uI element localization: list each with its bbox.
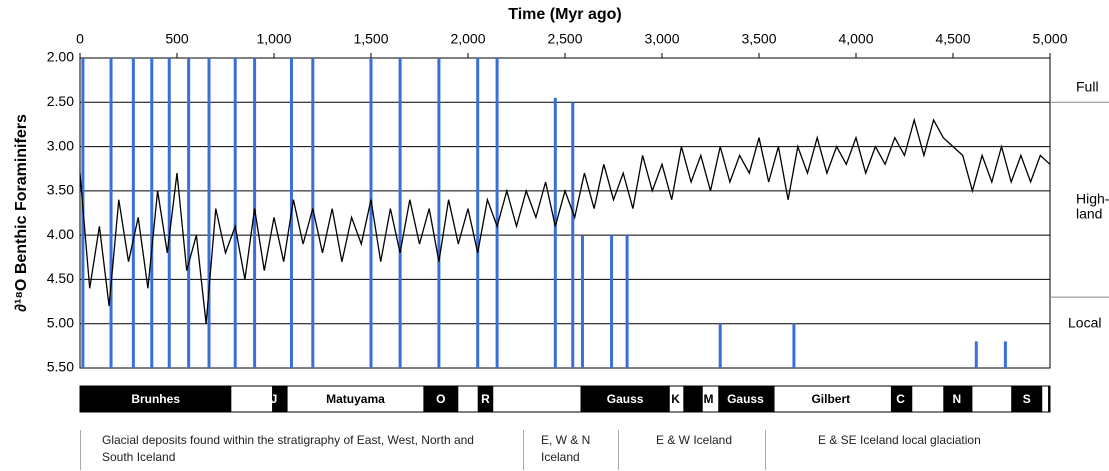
polarity-label: C	[896, 392, 905, 406]
glaciation-bar	[207, 58, 211, 368]
glaciation-bar	[167, 58, 171, 368]
polarity-label: R	[481, 392, 490, 406]
glaciation-bar	[437, 58, 441, 368]
polarity-label: Gauss	[607, 392, 644, 406]
plot-frame	[79, 57, 1051, 369]
separator	[523, 430, 524, 470]
polarity-normal	[272, 386, 288, 412]
note: E, W & N Iceland	[541, 433, 591, 464]
glaciation-bar	[553, 97, 557, 368]
polarity-label: M	[704, 392, 714, 406]
polarity-normal	[1011, 386, 1043, 412]
glaciation-bar	[131, 58, 135, 368]
x-tick-label: 1,500	[353, 31, 388, 47]
polarity-normal	[580, 386, 670, 412]
x-tick-label: 4,000	[838, 31, 873, 47]
separator	[765, 430, 766, 470]
glaciation-bar	[610, 235, 614, 368]
y-tick-label: 3.00	[47, 137, 74, 153]
polarity-normal	[477, 386, 494, 412]
x-axis-title: Time (Myr ago)	[508, 6, 622, 23]
separator	[80, 430, 81, 470]
polarity-label: Gilbert	[811, 392, 850, 406]
x-tick-label: 3,500	[741, 31, 776, 47]
glaciation-bar	[398, 58, 402, 368]
glaciation-bar	[792, 323, 796, 368]
glaciation-bar	[311, 58, 315, 368]
glaciation-bar	[476, 58, 480, 368]
polarity-label: S	[1023, 392, 1031, 406]
x-tick-label: 5,000	[1032, 31, 1067, 47]
chart: Time (Myr ago) ∂¹⁸O Benthic Foraminifers…	[13, 6, 1109, 413]
glaciation-bar	[580, 235, 584, 368]
glaciation-bar	[233, 58, 237, 368]
glaciation-bar	[625, 235, 629, 368]
polarity-label: K	[671, 392, 680, 406]
note: E & SE Iceland local glaciation	[818, 433, 981, 447]
x-tick-label: 2,000	[450, 31, 485, 47]
polarity-normal	[718, 386, 775, 412]
separator	[618, 430, 619, 470]
glaciation-bar	[1003, 341, 1007, 368]
x-tick-label: 500	[165, 31, 189, 47]
y-tick-label: 4.00	[47, 226, 74, 242]
glaciation-bar	[150, 58, 154, 368]
data-line	[79, 117, 1051, 324]
y-tick-label: 2.00	[47, 49, 74, 65]
zone-label: High-	[1076, 191, 1109, 207]
y-tick-label: 4.50	[47, 270, 74, 286]
glaciation-bar	[571, 102, 575, 369]
glaciation-bar	[109, 58, 113, 368]
glaciation-bar	[974, 341, 978, 368]
polarity-normal	[943, 386, 973, 412]
zone-label: Full	[1076, 79, 1099, 95]
polarity-normal	[890, 386, 913, 412]
polarity-frame	[79, 385, 1051, 413]
polarity-label: N	[953, 392, 962, 406]
polarity-normal	[80, 386, 232, 412]
polarity-label: Matuyama	[326, 392, 385, 406]
note: Glacial deposits found within the strati…	[102, 433, 474, 464]
x-tick-label: 0	[76, 31, 84, 47]
polarity-normal	[423, 386, 459, 412]
polarity-normal	[1048, 386, 1050, 412]
y-tick-label: 5.00	[47, 314, 74, 330]
x-tick-label: 1,000	[256, 31, 291, 47]
y-tick-label: 5.50	[47, 359, 74, 375]
glaciation-bar	[495, 58, 499, 368]
zone-label: land	[1076, 206, 1102, 222]
y-axis-title: ∂¹⁸O Benthic Foraminifers	[13, 114, 30, 312]
x-tick-label: 2,500	[547, 31, 582, 47]
glaciation-bar	[187, 58, 191, 368]
y-tick-label: 3.50	[47, 182, 74, 198]
x-tick-label: 3,000	[644, 31, 679, 47]
zone-label: Local	[1068, 315, 1101, 331]
polarity-label: J	[271, 392, 278, 406]
x-tick-label: 4,500	[935, 31, 970, 47]
polarity-label: O	[436, 392, 445, 406]
glaciation-bar	[718, 323, 722, 368]
glaciation-bar	[369, 58, 373, 368]
polarity-label: Gauss	[727, 392, 764, 406]
y-tick-label: 2.50	[47, 93, 74, 109]
polarity-label: Brunhes	[131, 392, 180, 406]
note: E & W Iceland	[656, 433, 733, 447]
polarity-normal	[683, 386, 703, 412]
